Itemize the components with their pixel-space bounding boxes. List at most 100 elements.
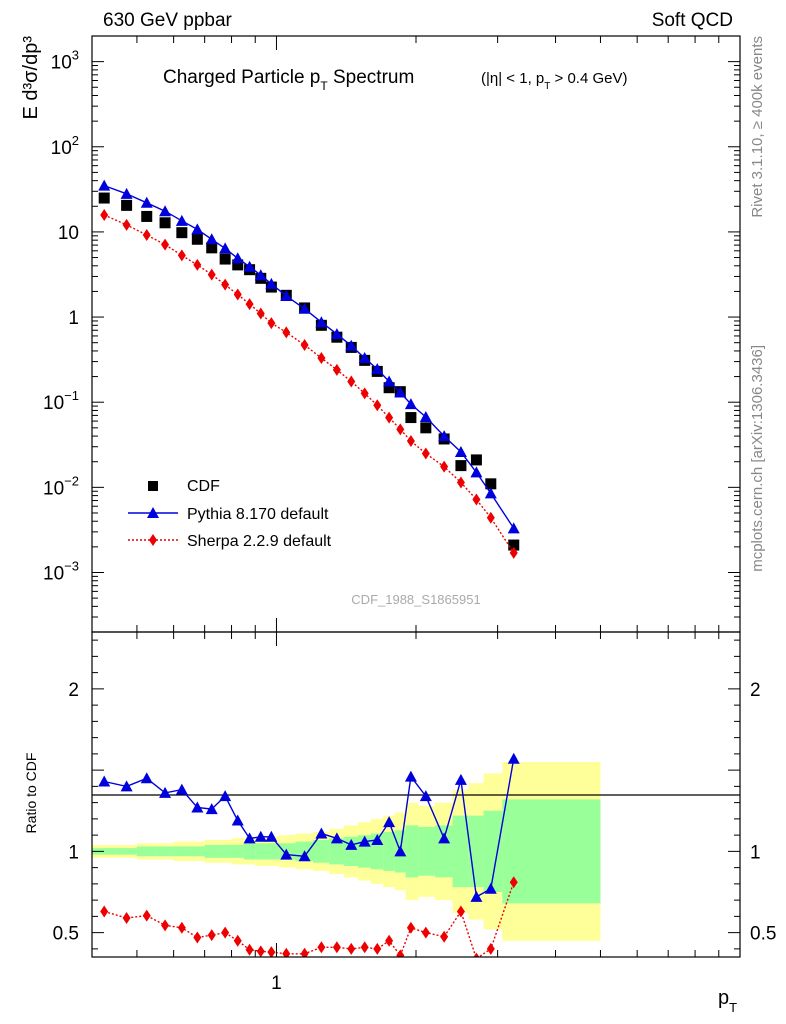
data-point-triangle	[205, 233, 218, 245]
uncertainty-band	[231, 844, 244, 858]
data-point-diamond	[421, 447, 430, 460]
main-title: Charged Particle pT Spectrum	[163, 67, 414, 93]
data-point-triangle	[219, 790, 232, 802]
legend-marker-diamond	[149, 534, 157, 546]
uncertainty-band	[189, 846, 205, 857]
data-point-triangle	[438, 832, 451, 844]
data-point-triangle	[175, 214, 188, 226]
data-point-triangle	[507, 752, 520, 764]
uncertainty-band	[115, 848, 137, 855]
main-title-cut: (|η| < 1, pT > 0.4 GeV)	[481, 70, 627, 92]
y-tick-label-right: 2	[750, 680, 761, 701]
data-point-diamond	[100, 905, 109, 918]
data-point-triangle	[484, 487, 497, 499]
uncertainty-band	[218, 844, 232, 858]
data-point-triangle	[345, 838, 358, 850]
data-point-triangle	[298, 850, 311, 862]
data-point-square	[508, 539, 520, 551]
data-point-diamond	[472, 493, 481, 506]
uncertainty-band	[173, 846, 190, 857]
data-point-diamond	[267, 946, 276, 957]
legend-entry-cdf: CDF	[148, 478, 220, 495]
data-point-diamond	[456, 905, 465, 918]
y-tick-label: 102	[51, 133, 79, 159]
data-point-triangle	[140, 196, 153, 208]
data-point-triangle	[438, 430, 451, 442]
data-point-triangle	[175, 783, 188, 795]
uncertainty-band	[452, 815, 469, 888]
data-point-square	[232, 259, 244, 271]
watermark: CDF_1988_S1865951	[351, 592, 480, 607]
data-point-triangle	[454, 773, 467, 785]
data-point-triangle	[159, 205, 172, 217]
uncertainty-band	[155, 846, 174, 857]
data-point-triangle	[371, 834, 384, 845]
data-point-square	[206, 242, 218, 254]
uncertainty-band	[483, 810, 503, 892]
data-point-triangle	[254, 830, 267, 842]
uncertainty-band	[502, 799, 601, 904]
data-point-diamond	[122, 218, 131, 231]
data-point-triangle	[404, 398, 417, 410]
data-point-square	[176, 227, 188, 239]
uncertainty-band	[329, 838, 345, 865]
data-point-triangle	[98, 775, 111, 787]
series-line	[104, 882, 515, 957]
data-point-diamond	[440, 460, 449, 473]
data-point-diamond	[486, 511, 495, 524]
legend-label: Pythia 8.170 default	[187, 506, 329, 523]
data-point-square	[121, 199, 133, 211]
uncertainty-band	[383, 831, 395, 871]
uncertainty-band	[405, 825, 419, 878]
data-point-diamond	[347, 942, 356, 955]
data-point-square	[141, 210, 153, 222]
data-point-diamond	[509, 876, 518, 889]
data-point-diamond	[373, 942, 382, 955]
ratio-ylabel: Ratio to CDF	[23, 753, 39, 834]
data-point-triangle	[254, 269, 267, 281]
data-point-diamond	[177, 921, 186, 934]
data-point-triangle	[315, 827, 328, 839]
data-point-square	[470, 454, 482, 466]
header-left: 630 GeV ppbar	[103, 10, 233, 31]
data-point-triangle	[191, 801, 204, 813]
data-point-triangle	[330, 832, 343, 844]
data-point-triangle	[358, 835, 371, 847]
data-point-triangle	[219, 242, 232, 254]
data-point-triangle	[243, 260, 256, 272]
data-point-diamond	[300, 338, 309, 351]
y-tick-label: 103	[51, 48, 79, 74]
y-tick-label-right: 0.5	[750, 924, 776, 945]
data-point-diamond	[221, 278, 230, 291]
x-tick-label: 1	[271, 973, 282, 994]
data-point-square	[405, 412, 417, 424]
data-point-diamond	[193, 258, 202, 271]
x-axis-label: pT	[718, 987, 737, 1015]
data-point-triangle	[265, 830, 278, 842]
y-tick-label: 10	[58, 223, 79, 244]
uncertainty-band	[204, 844, 219, 858]
data-point-triangle	[394, 845, 407, 857]
data-point-diamond	[385, 934, 394, 947]
legend-entry-pythia: Pythia 8.170 default	[128, 506, 329, 523]
ratio-bands	[92, 762, 601, 941]
data-point-diamond	[317, 352, 326, 365]
data-point-diamond	[473, 952, 480, 957]
data-point-diamond	[245, 298, 254, 311]
data-point-triangle	[358, 352, 371, 364]
side-label-top: Rivet 3.1.10, ≥ 400k events	[749, 36, 766, 218]
data-point-triangle	[507, 522, 520, 534]
header-right: Soft QCD	[652, 10, 733, 31]
data-point-triangle	[243, 832, 256, 844]
y-tick-label-left: 2	[68, 680, 79, 701]
data-point-square	[420, 422, 432, 434]
data-point-diamond	[282, 947, 291, 957]
legend: CDF Pythia 8.170 default Sherpa 2.2.9 de…	[128, 478, 332, 550]
data-point-diamond	[161, 238, 170, 251]
series-line	[103, 214, 515, 554]
data-point-diamond	[332, 363, 341, 376]
data-point-diamond	[221, 926, 230, 939]
data-point-square	[98, 192, 110, 204]
data-point-diamond	[142, 228, 151, 241]
